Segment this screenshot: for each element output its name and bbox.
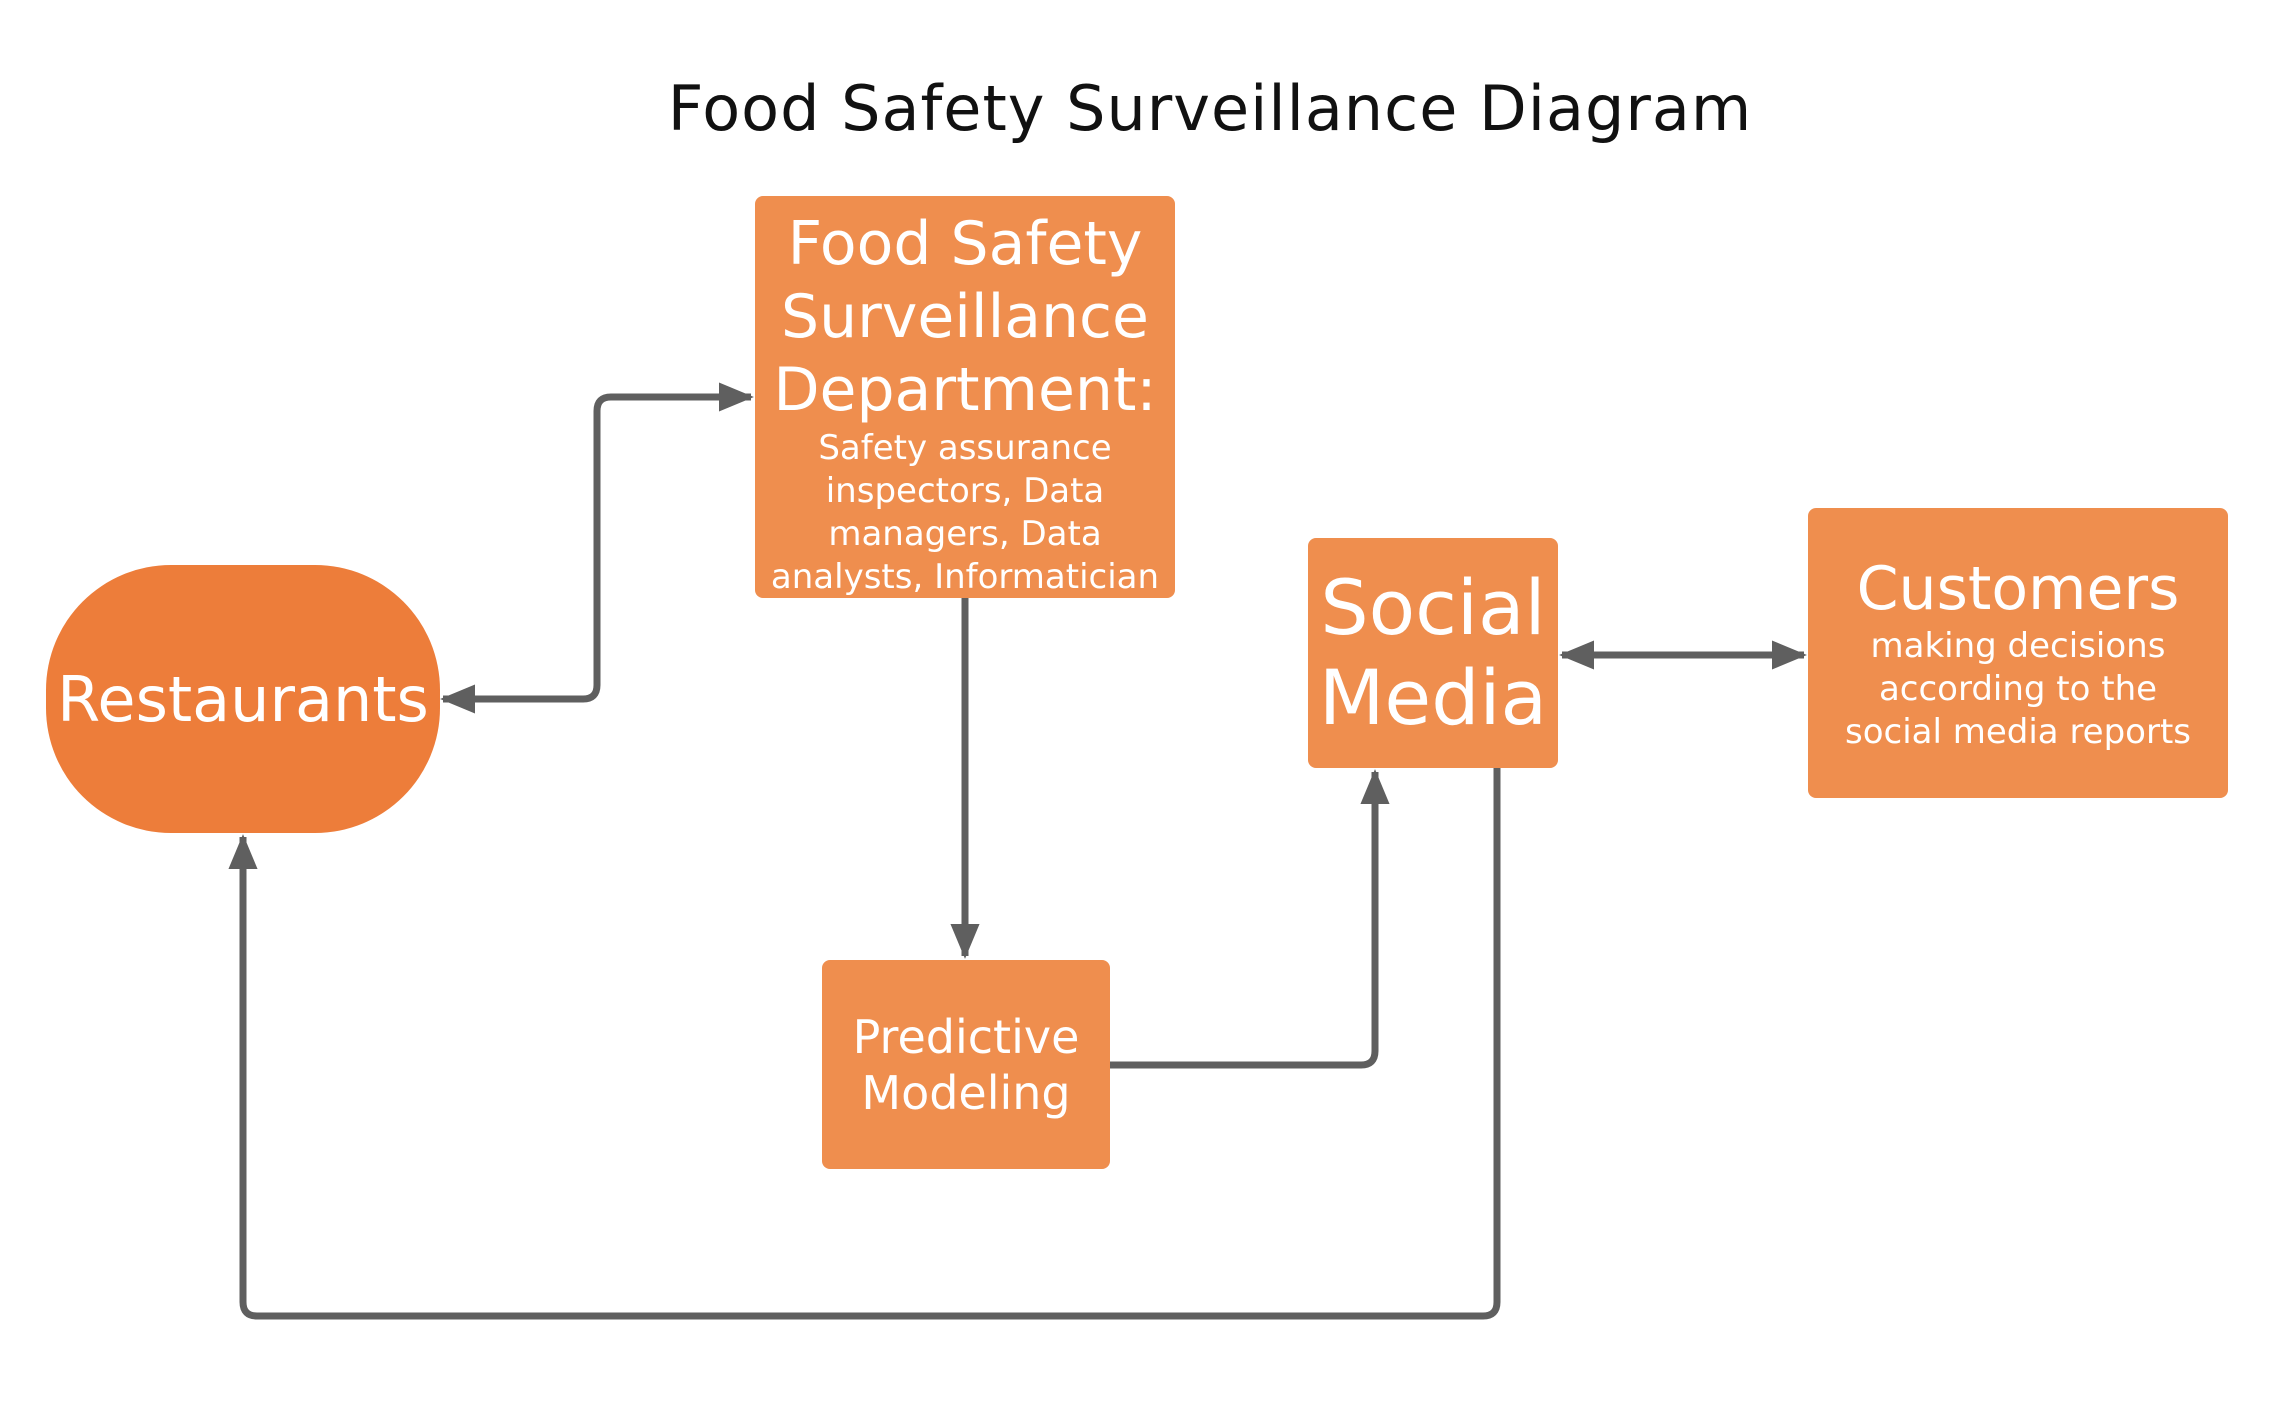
- predictive-label-line-1: Predictive: [852, 1009, 1080, 1064]
- social-media-label-line-1: Social: [1320, 563, 1546, 652]
- social-media-label-line-2: Media: [1318, 653, 1548, 742]
- diagram-title: Food Safety Surveillance Diagram: [667, 72, 1753, 145]
- restaurants-label: Restaurants: [57, 662, 429, 736]
- edge-department-restaurants: [440, 382, 754, 714]
- edge-predictive-social: [1110, 769, 1390, 1069]
- department-node: Food Safety Surveillance Department: Saf…: [755, 196, 1175, 598]
- restaurants-node: Restaurants: [46, 565, 440, 833]
- department-detail: Safety assurance inspectors, Data manage…: [770, 428, 1160, 597]
- predictive-modeling-node: Predictive Modeling: [822, 960, 1110, 1169]
- department-title: Food Safety Surveillance Department:: [773, 209, 1157, 425]
- customers-title: Customers: [1856, 553, 2180, 624]
- predictive-label-line-2: Modeling: [861, 1065, 1071, 1120]
- customers-detail: making decisions according to the social…: [1844, 625, 2191, 752]
- social-media-node: Social Media: [1308, 538, 1558, 768]
- edge-social-restaurants: [228, 768, 1501, 1320]
- customers-node: Customers making decisions according to …: [1808, 508, 2228, 798]
